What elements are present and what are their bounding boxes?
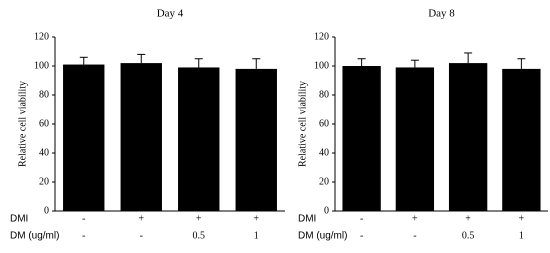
row-name: DM (ug/ml) bbox=[298, 231, 347, 242]
bar bbox=[178, 67, 220, 211]
x-tick-label: 0.5 bbox=[193, 230, 206, 241]
row-name: DMI bbox=[10, 214, 28, 225]
bar bbox=[235, 68, 277, 212]
y-tick-label: 80 bbox=[319, 89, 329, 100]
x-tick-label: - bbox=[413, 230, 416, 241]
y-tick-label: 120 bbox=[314, 31, 329, 42]
y-tick-label: 100 bbox=[314, 60, 329, 71]
chart-title: Day 4 bbox=[157, 8, 184, 20]
bar bbox=[342, 66, 381, 211]
x-tick-label: + bbox=[138, 213, 144, 224]
y-tick-label: 80 bbox=[39, 89, 49, 100]
x-tick-label: - bbox=[82, 213, 85, 224]
x-tick-label: + bbox=[253, 213, 259, 224]
y-axis-label: Relative cell viability bbox=[17, 81, 28, 167]
x-tick-label: - bbox=[140, 230, 143, 241]
x-tick-label: - bbox=[360, 213, 363, 224]
x-tick-label: + bbox=[196, 213, 202, 224]
x-tick-label: 0.5 bbox=[462, 230, 475, 241]
y-tick-label: 60 bbox=[39, 118, 49, 129]
y-axis-label: Relative cell viability bbox=[297, 81, 308, 167]
y-tick-label: 0 bbox=[44, 205, 49, 216]
y-tick-label: 20 bbox=[39, 176, 49, 187]
x-tick-label: - bbox=[82, 230, 85, 241]
row-name: DM (ug/ml) bbox=[10, 231, 59, 242]
y-tick-label: 60 bbox=[319, 118, 329, 129]
y-tick-label: 120 bbox=[34, 31, 49, 42]
x-tick-label: + bbox=[465, 213, 471, 224]
y-tick-label: 100 bbox=[34, 60, 49, 71]
bar bbox=[395, 67, 435, 211]
x-tick-label: 1 bbox=[519, 230, 524, 241]
bar bbox=[502, 68, 541, 212]
x-tick-label: 1 bbox=[254, 230, 259, 241]
x-tick-label: + bbox=[519, 213, 525, 224]
chart-title: Day 8 bbox=[428, 8, 455, 20]
y-tick-label: 40 bbox=[39, 147, 49, 158]
row-name: DMI bbox=[298, 214, 316, 225]
x-tick-label: - bbox=[360, 230, 363, 241]
bar bbox=[120, 63, 162, 211]
y-tick-label: 20 bbox=[319, 176, 329, 187]
y-tick-label: 0 bbox=[324, 205, 329, 216]
x-tick-label: + bbox=[412, 213, 418, 224]
y-tick-label: 40 bbox=[319, 147, 329, 158]
bar bbox=[448, 63, 488, 211]
bar bbox=[63, 64, 105, 211]
